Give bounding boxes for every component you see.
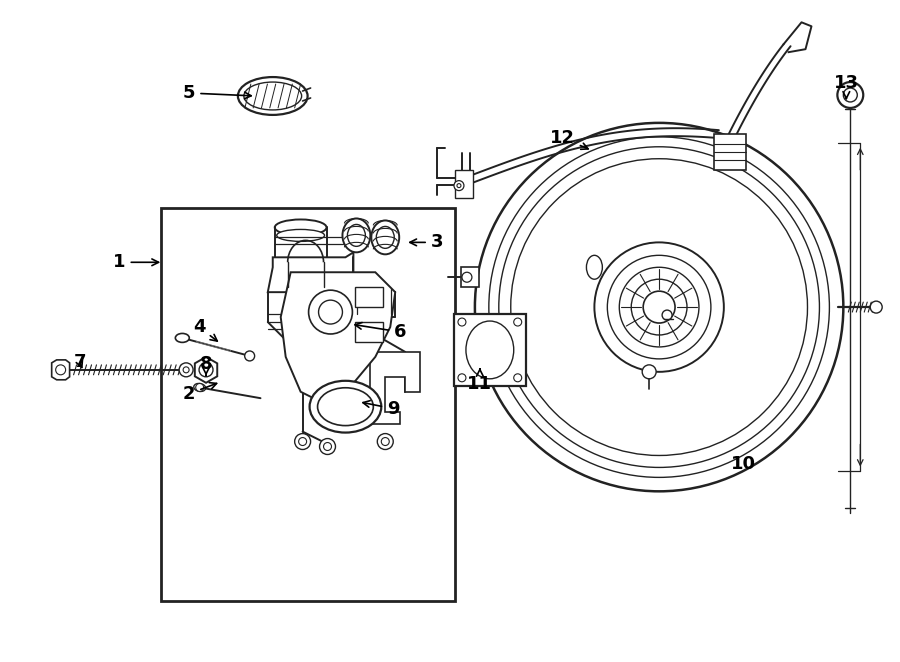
Circle shape: [499, 147, 819, 467]
Polygon shape: [51, 360, 69, 380]
Text: 12: 12: [550, 129, 588, 150]
Circle shape: [199, 363, 213, 377]
Circle shape: [870, 301, 882, 313]
Text: 7: 7: [73, 353, 86, 371]
Bar: [356, 322, 383, 342]
Circle shape: [457, 183, 461, 187]
Ellipse shape: [587, 256, 602, 279]
Text: 5: 5: [183, 84, 251, 102]
Ellipse shape: [466, 321, 514, 379]
Circle shape: [489, 137, 830, 477]
Circle shape: [195, 383, 203, 391]
Ellipse shape: [343, 218, 370, 252]
Circle shape: [458, 318, 466, 326]
Circle shape: [294, 434, 310, 449]
Circle shape: [510, 159, 807, 455]
Text: 11: 11: [467, 369, 492, 393]
Circle shape: [462, 272, 472, 282]
Circle shape: [377, 434, 393, 449]
Circle shape: [299, 438, 307, 446]
Circle shape: [514, 318, 522, 326]
Ellipse shape: [318, 388, 374, 426]
Text: 3: 3: [410, 234, 444, 252]
Circle shape: [475, 123, 843, 491]
Ellipse shape: [176, 334, 189, 342]
Circle shape: [454, 181, 464, 191]
Ellipse shape: [194, 383, 205, 391]
Ellipse shape: [310, 381, 382, 432]
Circle shape: [644, 291, 675, 323]
Circle shape: [309, 290, 353, 334]
Text: 2: 2: [183, 383, 217, 402]
Ellipse shape: [376, 226, 394, 248]
Ellipse shape: [347, 224, 365, 246]
Circle shape: [458, 374, 466, 382]
Ellipse shape: [244, 82, 302, 110]
Circle shape: [514, 374, 522, 382]
Circle shape: [631, 279, 687, 335]
Polygon shape: [281, 272, 395, 402]
Circle shape: [323, 442, 331, 451]
Circle shape: [183, 367, 189, 373]
Text: 8: 8: [200, 355, 212, 375]
Bar: [455, 169, 472, 197]
Text: 13: 13: [833, 74, 859, 99]
Circle shape: [619, 267, 699, 347]
Circle shape: [837, 82, 863, 108]
Circle shape: [320, 438, 336, 455]
Ellipse shape: [372, 220, 400, 254]
Polygon shape: [194, 357, 217, 383]
Circle shape: [662, 310, 672, 320]
Bar: [461, 267, 479, 287]
Polygon shape: [370, 352, 420, 424]
Circle shape: [643, 365, 656, 379]
Text: 6: 6: [355, 322, 407, 341]
Circle shape: [843, 88, 858, 102]
Circle shape: [56, 365, 66, 375]
Bar: [356, 287, 383, 307]
Circle shape: [319, 300, 343, 324]
Text: 10: 10: [732, 455, 756, 473]
Ellipse shape: [276, 230, 325, 242]
Circle shape: [179, 363, 194, 377]
Ellipse shape: [274, 220, 327, 236]
Bar: [454, 314, 526, 386]
Circle shape: [382, 438, 390, 446]
Polygon shape: [268, 252, 354, 292]
Ellipse shape: [238, 77, 308, 115]
Bar: [714, 134, 746, 169]
Text: 9: 9: [363, 400, 400, 418]
Text: 1: 1: [113, 254, 158, 271]
Text: 4: 4: [193, 318, 217, 341]
Circle shape: [245, 351, 255, 361]
Circle shape: [608, 256, 711, 359]
Bar: [161, 207, 455, 601]
Circle shape: [594, 242, 724, 372]
